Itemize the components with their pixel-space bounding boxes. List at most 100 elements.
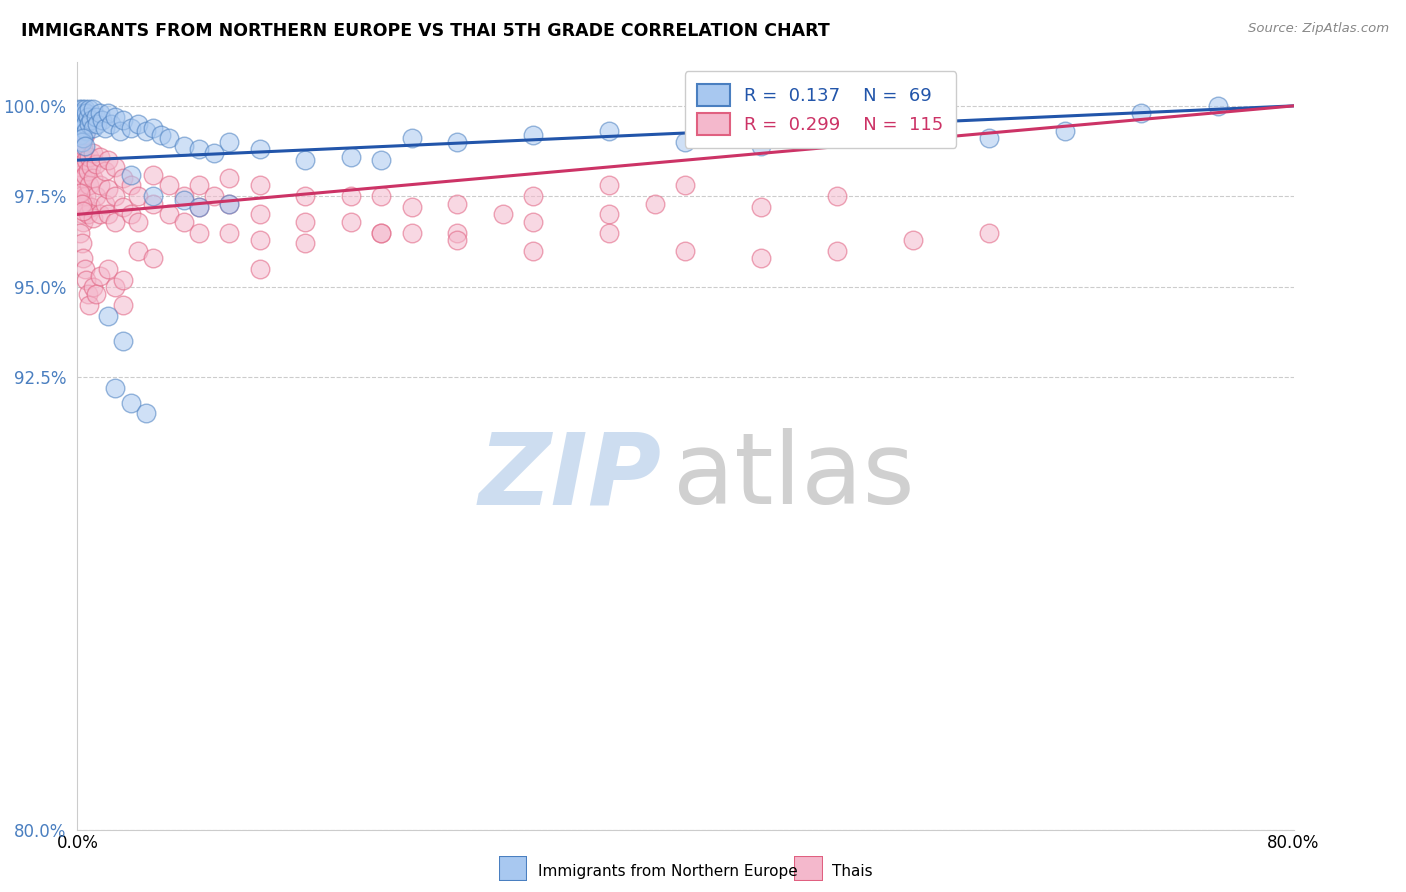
Point <box>100 117 122 131</box>
Point <box>979 131 1001 145</box>
Point <box>70 200 93 214</box>
Point <box>522 189 544 203</box>
Point <box>598 207 620 221</box>
Point <box>127 244 149 258</box>
Point <box>72 131 94 145</box>
Point <box>522 244 544 258</box>
Point <box>401 200 423 214</box>
Point <box>67 153 90 168</box>
Point <box>111 113 134 128</box>
Text: Immigrants from Northern Europe: Immigrants from Northern Europe <box>538 864 799 879</box>
Point <box>97 182 120 196</box>
Point <box>73 168 96 182</box>
Point <box>135 406 157 420</box>
Point <box>73 103 96 117</box>
Point <box>401 131 423 145</box>
Point <box>188 226 211 240</box>
Point <box>111 171 134 186</box>
Point <box>82 280 104 294</box>
Point <box>82 103 104 117</box>
Point <box>75 124 97 138</box>
Point <box>97 309 120 323</box>
Point <box>89 106 111 120</box>
Point <box>70 131 93 145</box>
Point <box>157 207 180 221</box>
Text: IMMIGRANTS FROM NORTHERN EUROPE VS THAI 5TH GRADE CORRELATION CHART: IMMIGRANTS FROM NORTHERN EUROPE VS THAI … <box>21 22 830 40</box>
Point <box>67 142 90 156</box>
Text: atlas: atlas <box>673 428 915 525</box>
Point <box>80 200 103 214</box>
Point <box>72 171 94 186</box>
Point <box>82 211 104 225</box>
Point <box>104 280 127 294</box>
Point <box>77 110 100 124</box>
Point <box>249 207 271 221</box>
Point <box>89 178 111 193</box>
Point <box>446 233 468 247</box>
Point <box>67 103 90 117</box>
Point <box>79 149 101 163</box>
Point <box>173 138 195 153</box>
Point <box>188 142 211 156</box>
Point <box>97 153 120 168</box>
Point <box>675 244 697 258</box>
Point <box>80 161 103 175</box>
Point <box>120 168 142 182</box>
Point <box>675 178 697 193</box>
Point <box>294 153 316 168</box>
Point <box>79 178 101 193</box>
Point <box>73 261 96 276</box>
Point <box>89 268 111 283</box>
Point <box>202 145 225 160</box>
Point <box>188 178 211 193</box>
Point <box>249 142 271 156</box>
Point <box>827 244 849 258</box>
Point <box>751 138 773 153</box>
Point <box>598 226 620 240</box>
Point <box>70 236 93 251</box>
Point <box>69 128 91 142</box>
Legend: R =  0.137    N =  69, R =  0.299    N =  115: R = 0.137 N = 69, R = 0.299 N = 115 <box>685 71 956 148</box>
Point <box>644 196 666 211</box>
Point <box>827 189 849 203</box>
Point <box>120 207 142 221</box>
Point <box>69 161 91 175</box>
Point <box>370 226 392 240</box>
Point <box>70 196 93 211</box>
Point <box>751 251 773 265</box>
Point <box>69 178 91 193</box>
Point <box>111 272 134 286</box>
Point <box>86 117 108 131</box>
Point <box>218 196 240 211</box>
Point <box>111 298 134 312</box>
Point <box>340 149 363 163</box>
Point <box>142 120 165 135</box>
Point <box>903 233 925 247</box>
Point <box>82 145 104 160</box>
Point <box>142 189 165 203</box>
Point <box>90 113 112 128</box>
Point <box>111 334 134 348</box>
Text: Source: ZipAtlas.com: Source: ZipAtlas.com <box>1249 22 1389 36</box>
Point <box>1054 124 1077 138</box>
Point <box>70 145 93 160</box>
Point <box>75 106 97 120</box>
Point <box>127 214 149 228</box>
Point <box>979 226 1001 240</box>
Point <box>69 186 91 200</box>
Point <box>294 214 316 228</box>
Point <box>84 110 107 124</box>
Point <box>370 226 392 240</box>
Point <box>111 200 134 214</box>
Point <box>69 149 91 163</box>
Point <box>173 189 195 203</box>
Point <box>93 196 115 211</box>
Point <box>80 113 103 128</box>
Point <box>202 189 225 203</box>
Point <box>72 214 94 228</box>
Point <box>77 164 100 178</box>
Point <box>82 171 104 186</box>
Point <box>72 142 94 156</box>
Point <box>173 214 195 228</box>
Point <box>598 178 620 193</box>
